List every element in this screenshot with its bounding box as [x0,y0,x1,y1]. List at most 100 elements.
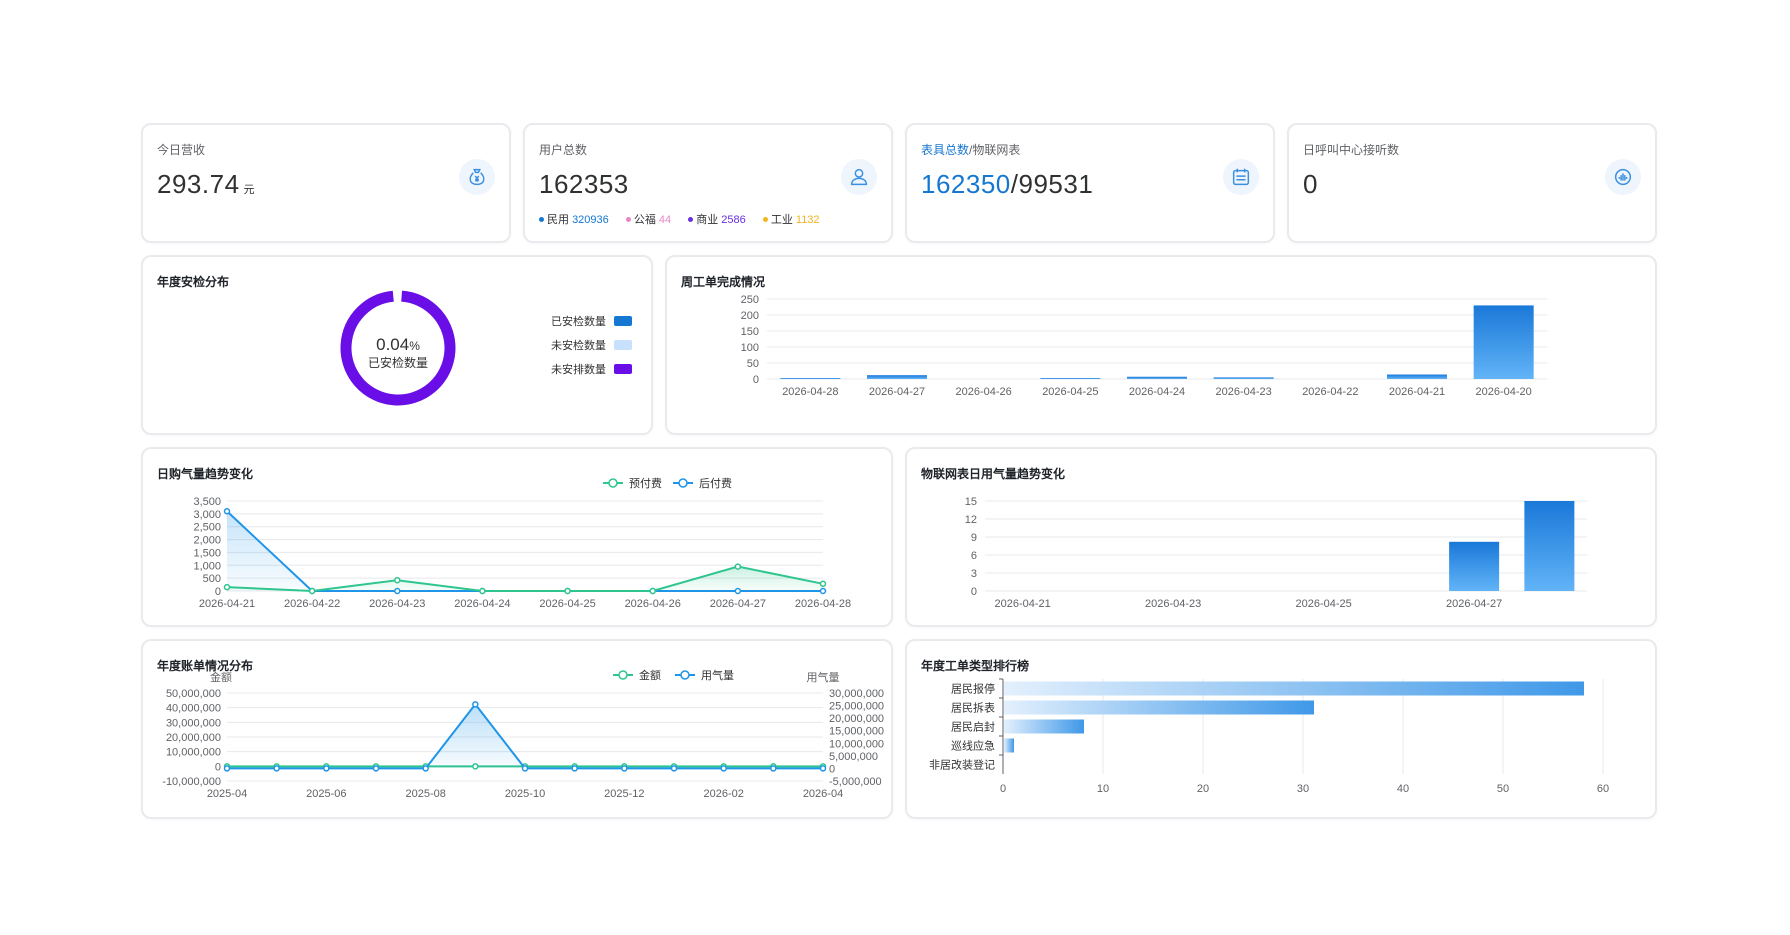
x-tick-label: 2026-04 [803,788,843,800]
meters-iot-value: /99531 [1010,169,1094,199]
y2-tick-label: 10,000,000 [829,738,884,750]
y-tick-label: 3,000 [193,509,221,521]
x-tick-label: 2026-04-28 [782,386,838,398]
inspection-donut: 0.04% 已安检数量 [340,290,456,406]
left-axis-name: 金额 [210,670,232,684]
data-point [472,701,479,708]
legend-label: 金额 [639,668,661,682]
meter-icon [1223,159,1259,195]
data-point [571,765,578,772]
breakdown-item: 公福 44 [625,214,672,226]
breakdown-dot [539,216,544,222]
meters-label-highlight: 表具总数 [921,143,970,157]
y2-tick-label: 25,000,000 [829,701,884,713]
legend-item[interactable]: 未安检数量 [551,337,632,353]
breakdown-name: 商业 [696,214,719,226]
y-tick-label: 0 [971,586,977,598]
y-tick-label: 0 [215,586,221,598]
legend-swatch [614,364,632,374]
data-point [521,765,529,772]
y-tick-label: 1,500 [193,547,221,559]
y-tick-label: 居民报停 [951,682,995,696]
y2-tick-label: 15,000,000 [829,726,884,738]
data-point [819,580,827,588]
stat-value: 162350/99531 [921,169,1093,200]
stat-card-revenue: 今日营收 293.74 元 [141,123,511,243]
y2-tick-label: 5,000,000 [829,751,878,763]
breakdown-value: 1132 [795,214,820,226]
x-tick-label: 2026-04-21 [994,598,1050,610]
x-tick-label: 2026-04-23 [1145,598,1201,610]
bar [1127,376,1187,379]
x-tick-label: 40 [1397,783,1409,795]
series-line [227,702,823,770]
y2-tick-label: 20,000,000 [829,713,884,725]
breakdown-value: 44 [658,214,672,226]
y-tick-label: 9 [971,532,977,544]
y-tick-label: 30,000,000 [166,717,221,729]
panel-title: 物联网表日用气量趋势变化 [921,467,1066,481]
x-tick-label: 2026-04-27 [1446,598,1502,610]
x-tick-label: 2025-12 [604,788,644,800]
legend-item[interactable]: 未安排数量 [551,361,632,377]
y-tick-label: 0 [753,374,759,386]
x-tick-label: 2025-04 [207,788,247,800]
y-tick-label: 2,500 [193,522,221,534]
x-tick-label: 2026-04-27 [710,598,766,610]
x-tick-label: 2026-04-27 [869,386,925,398]
weekly-orders-chart: 0 50 100 150 200 250 2026-04-28 2026-04-27 2026-… [741,294,1547,398]
y-tick-label: -10,000,000 [162,776,221,788]
legend-label: 用气量 [701,668,734,682]
data-point [223,765,231,772]
panel-title: 日购气量趋势变化 [157,467,254,481]
y-tick-label: 巡线应急 [951,739,995,753]
stat-value: 293.74 元 [157,169,255,200]
x-tick-label: 60 [1597,783,1609,795]
breakdown-item: 民用 320936 [539,214,609,226]
x-tick-label: 0 [1000,783,1006,795]
panel-title: 年度工单类型排行榜 [921,659,1030,673]
y2-tick-label: 30,000,000 [829,688,884,700]
meters-total-value: 162350 [921,169,1011,199]
y-tick-label: 40,000,000 [166,703,221,715]
legend-marker [608,478,618,488]
data-point [479,587,486,595]
legend-label: 未安排数量 [551,364,606,376]
phone-call-icon [1605,159,1641,195]
x-tick-label: 2026-04-24 [454,598,510,610]
breakdown-item: 商业 2586 [688,214,746,226]
y-tick-label: 6 [971,550,977,562]
y-tick-label: 100 [741,342,759,354]
legend-item[interactable]: 已安检数量 [551,313,632,329]
donut-percent: 0.04% [376,335,420,354]
x-tick-label: 2026-04-22 [1302,386,1358,398]
stat-label: 用户总数 [539,143,588,157]
daily-purchase-panel: 日购气量趋势变化 0 500 1,000 1,500 2,000 2,500 3,000 3,… [141,447,893,627]
data-point [273,765,280,772]
weekly-orders-panel: 周工单完成情况 0 50 100 150 200 250 2026-04-28 2026-04… [665,255,1657,435]
y-tick-label: 500 [203,573,221,585]
y-tick-label: 150 [741,326,759,338]
stat-label: 今日营收 [157,143,206,157]
iot-usage-panel: 物联网表日用气量趋势变化 0 3 6 9 12 15 2026-04-21 2026-04-2… [905,447,1657,627]
legend-marker [680,670,690,680]
bar [1004,681,1584,696]
meters-label-rest: /物联网表 [969,143,1021,157]
x-tick-label: 2026-04-26 [625,598,681,610]
stat-card-calls: 日呼叫中心接听数 0 [1287,123,1657,243]
legend-swatch [614,340,632,350]
stat-value: 162353 [539,169,629,199]
y-tick-label: 居民启封 [951,720,995,734]
x-tick-label: 2026-04-25 [1042,386,1098,398]
breakdown-name: 工业 [770,214,793,226]
data-point [734,563,742,570]
annual-bills-chart: -10,000,000 0 10,000,000 20,000,000 30,000,0… [162,668,884,800]
y-tick-label: 2,000 [193,535,221,547]
series-area [227,511,823,591]
data-point [422,765,429,772]
panel-title: 周工单完成情况 [681,275,766,289]
panel-title: 年度安检分布 [157,275,230,289]
order-types-panel: 年度工单类型排行榜 0 10 20 30 40 50 60 居民报停 居民拆表 居民启封 巡线应急非… [905,639,1657,819]
x-tick-label: 2026-04-24 [1129,386,1185,398]
